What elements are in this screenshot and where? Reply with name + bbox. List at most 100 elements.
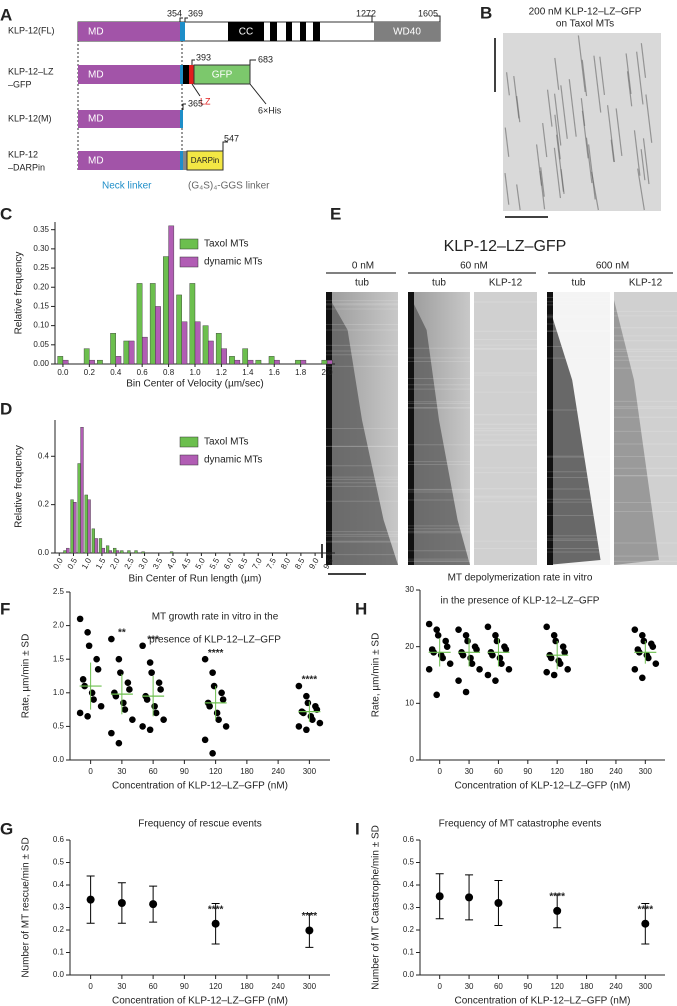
kymograph-trace xyxy=(599,56,606,95)
data-point xyxy=(505,666,513,673)
bar xyxy=(202,325,209,365)
data-point xyxy=(425,620,433,628)
x-tick-label: 5.5 xyxy=(208,556,222,571)
bar xyxy=(234,359,241,365)
panel-label: D xyxy=(0,399,12,418)
x-tick-label: 1.6 xyxy=(269,368,281,377)
construct-name: KLP-12 xyxy=(8,149,38,159)
gfp xyxy=(193,64,251,85)
bar xyxy=(149,283,156,365)
chart: 0.00 0.05 0.10 0.15 0.20 0.25 0.30 0.35 Relative… xyxy=(14,222,335,390)
kymograph-trace xyxy=(577,35,586,93)
data-point xyxy=(148,669,155,676)
construct-name: KLP-12–LZ xyxy=(8,66,54,76)
data-point xyxy=(160,716,167,723)
darpin xyxy=(186,150,224,171)
x-tick-label: 60 xyxy=(149,982,158,991)
data-point xyxy=(489,651,496,659)
x-tick-label: 0.2 xyxy=(84,368,96,377)
x-tick-label: 120 xyxy=(209,982,223,991)
x-tick-label: 180 xyxy=(580,982,594,991)
y-tick-label: 0.2 xyxy=(38,500,50,509)
lane-label: tub xyxy=(432,278,446,289)
data-point xyxy=(561,649,568,656)
data-point xyxy=(433,626,440,633)
significance-label: **** xyxy=(208,648,224,659)
neck-linker xyxy=(180,22,185,41)
x-tick-label: 120 xyxy=(551,767,565,776)
x-tick-label: 90 xyxy=(180,767,189,776)
bar xyxy=(268,356,275,365)
y-tick-label: 0.25 xyxy=(33,263,49,272)
data-point xyxy=(459,651,467,659)
y-tick-label: 0.1 xyxy=(403,948,415,957)
bar xyxy=(80,427,84,554)
x-tick-label: 0 xyxy=(88,767,93,776)
x-tick-label: 0.4 xyxy=(110,368,122,377)
x-tick-label: 4.0 xyxy=(165,556,179,571)
kymograph-trace xyxy=(606,105,616,163)
residue-number: 393 xyxy=(196,52,211,62)
y-tick-label: 0.30 xyxy=(33,244,49,253)
chart-title: Frequency of MT catastrophe events xyxy=(439,819,602,830)
legend-swatch xyxy=(179,454,199,466)
data-point xyxy=(639,632,646,639)
y-tick-label: 0.0 xyxy=(53,970,65,979)
coiled-coil xyxy=(313,22,320,41)
x-tick-label: 1.5 xyxy=(94,556,108,571)
chart-title: Frequency of rescue events xyxy=(138,819,261,830)
data-point xyxy=(143,696,151,703)
bar xyxy=(91,528,95,554)
bar xyxy=(57,356,64,365)
kymograph-trace xyxy=(542,122,548,158)
bar xyxy=(83,348,90,365)
kymograph-trace xyxy=(593,55,602,113)
bar xyxy=(163,256,169,365)
data-point xyxy=(631,666,639,673)
lane-label: tub xyxy=(355,278,369,289)
mean-point xyxy=(435,892,444,901)
mean-point xyxy=(465,893,474,902)
y-tick-label: 0.4 xyxy=(403,880,415,889)
y-tick-label: 0.35 xyxy=(33,225,49,234)
data-point xyxy=(468,660,476,667)
mean-point xyxy=(553,906,562,915)
data-point xyxy=(550,632,558,639)
motor-domain xyxy=(78,22,180,41)
x-tick-label: 8.0 xyxy=(279,556,293,571)
bracket xyxy=(191,59,267,105)
kymograph-trace xyxy=(633,130,641,176)
data-point xyxy=(543,668,550,676)
motor-domain xyxy=(78,65,180,84)
microtubule-region xyxy=(408,292,470,565)
mean-point xyxy=(117,899,126,907)
y-tick-label: 0 xyxy=(410,755,415,764)
data-point xyxy=(652,660,660,667)
y-tick-label: 0.10 xyxy=(33,321,49,330)
bar xyxy=(66,547,70,554)
x-tick-label: 180 xyxy=(240,767,254,776)
bar xyxy=(242,348,249,365)
x-tick-label: 1.8 xyxy=(295,368,307,377)
x-axis-label: Concentration of KLP-12–LZ–GFP (nM) xyxy=(112,996,288,1006)
x-tick-label: 0 xyxy=(88,982,93,991)
data-point xyxy=(76,615,84,623)
y-tick-label: 0.4 xyxy=(53,880,65,889)
kymograph-trace xyxy=(568,79,577,137)
data-point xyxy=(219,696,227,703)
chart-title: in the presence of KLP-12–LZ–GFP xyxy=(441,596,600,607)
data-point xyxy=(117,669,124,676)
chart: 0.0 0.1 0.2 0.3 0.4 0.5 0.6 Number of MT rescue… xyxy=(21,819,330,1006)
kymograph-trace xyxy=(640,43,647,78)
chart: 0.0 0.2 0.4 Relative frequency Bin Center of… xyxy=(14,420,335,585)
data-point xyxy=(484,623,492,631)
y-tick-label: 0.05 xyxy=(33,340,49,349)
x-tick-label: 30 xyxy=(117,982,126,991)
x-tick-label: 90 xyxy=(180,982,189,991)
bar xyxy=(98,538,103,554)
kymograph-trace xyxy=(554,57,560,90)
domain-label: MD xyxy=(88,27,104,38)
bar xyxy=(97,359,103,365)
x-tick-label: 0 xyxy=(437,982,442,991)
data-point xyxy=(443,643,451,650)
